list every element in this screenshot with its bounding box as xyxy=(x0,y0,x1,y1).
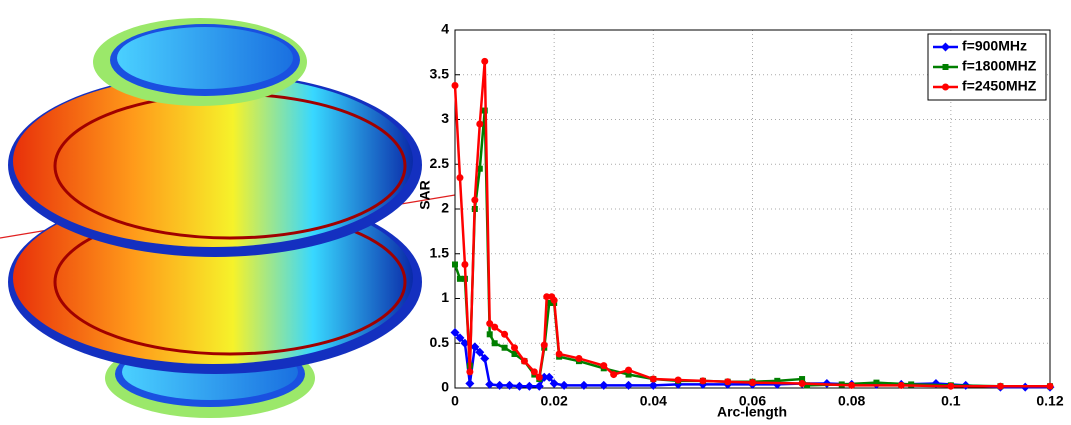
marker xyxy=(625,371,632,378)
marker xyxy=(486,331,493,338)
disk-core xyxy=(117,27,293,89)
marker xyxy=(798,380,806,388)
y-tick-label: 1.5 xyxy=(430,244,450,260)
rendering xyxy=(0,18,456,418)
marker xyxy=(540,341,548,349)
marker xyxy=(460,338,470,348)
marker xyxy=(456,275,463,282)
marker xyxy=(546,299,553,306)
y-tick-label: 4 xyxy=(441,21,449,37)
marker xyxy=(461,260,469,268)
marker xyxy=(774,377,781,384)
marker xyxy=(475,347,485,357)
marker xyxy=(465,379,475,389)
y-tick-label: 2.5 xyxy=(430,155,450,171)
marker xyxy=(648,380,658,390)
marker xyxy=(559,380,569,390)
marker xyxy=(996,382,1004,390)
legend-label: f=1800MHZ xyxy=(962,58,1037,74)
marker xyxy=(511,350,518,357)
marker xyxy=(534,381,544,391)
marker xyxy=(897,381,905,389)
marker xyxy=(535,373,543,381)
y-axis-label: SAR xyxy=(417,180,433,210)
y-tick-label: 2 xyxy=(441,200,449,216)
marker xyxy=(799,376,806,383)
marker xyxy=(724,378,732,386)
marker xyxy=(486,320,494,328)
marker xyxy=(451,81,459,89)
marker xyxy=(476,165,483,172)
marker xyxy=(514,381,524,391)
marker xyxy=(520,357,528,365)
y-tick-label: 0 xyxy=(441,379,449,395)
x-axis-label: Arc-length xyxy=(717,404,787,420)
marker xyxy=(471,196,479,204)
marker xyxy=(455,333,465,343)
marker xyxy=(501,330,509,338)
marker xyxy=(544,372,554,382)
marker xyxy=(452,261,458,268)
marker xyxy=(579,380,589,390)
y-tick-label: 3.5 xyxy=(430,65,450,81)
marker xyxy=(804,382,811,389)
marker xyxy=(524,381,534,391)
x-tick-label: 0.1 xyxy=(941,393,961,409)
marker xyxy=(941,42,950,52)
y-tick-label: 3 xyxy=(441,110,449,126)
marker xyxy=(476,120,484,128)
marker xyxy=(470,342,480,352)
marker xyxy=(610,371,618,379)
marker xyxy=(555,350,563,358)
marker xyxy=(450,328,460,338)
x-tick-label: 0.04 xyxy=(640,393,667,409)
marker xyxy=(873,379,880,386)
marker xyxy=(699,377,707,385)
marker xyxy=(549,379,559,389)
marker xyxy=(600,362,608,370)
marker xyxy=(491,340,498,347)
cut-line xyxy=(394,194,456,206)
marker xyxy=(942,64,949,70)
marker xyxy=(550,296,558,304)
marker xyxy=(543,293,551,301)
legend-label: f=900MHz xyxy=(962,38,1027,54)
legend-label: f=2450MHZ xyxy=(962,78,1037,94)
marker xyxy=(674,376,682,384)
y-tick-label: 1 xyxy=(441,289,449,305)
marker xyxy=(511,344,518,352)
marker xyxy=(848,381,856,389)
disk-face xyxy=(13,75,413,247)
x-tick-label: 0.08 xyxy=(838,393,865,409)
marker xyxy=(942,83,949,91)
marker xyxy=(749,379,756,387)
marker xyxy=(947,382,955,390)
y-tick-label: 0.5 xyxy=(430,334,450,350)
marker xyxy=(466,368,474,376)
marker xyxy=(505,380,515,390)
marker xyxy=(481,57,489,65)
marker xyxy=(456,174,464,182)
marker xyxy=(501,344,508,351)
marker xyxy=(1046,382,1054,390)
marker xyxy=(649,375,657,383)
x-tick-label: 0 xyxy=(451,393,459,409)
marker xyxy=(624,380,634,390)
marker xyxy=(530,368,538,376)
marker xyxy=(599,380,609,390)
plot: SAR Arc-length xyxy=(417,180,787,419)
x-tick-label: 0.12 xyxy=(1036,393,1063,409)
marker xyxy=(491,323,499,331)
x-tick-label: 0.02 xyxy=(541,393,568,409)
x-tick-label: 0.06 xyxy=(739,393,766,409)
marker xyxy=(495,380,505,390)
marker xyxy=(485,379,495,389)
marker xyxy=(575,354,583,362)
marker xyxy=(480,353,490,363)
marker xyxy=(625,366,633,374)
